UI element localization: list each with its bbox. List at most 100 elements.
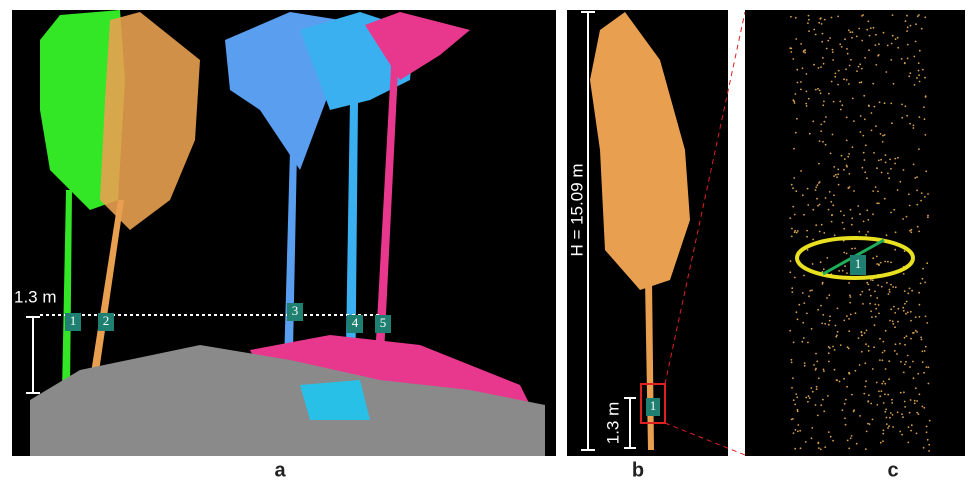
point [818,22,820,24]
point [846,165,848,167]
point [822,314,824,316]
point [831,81,833,83]
point [848,153,850,155]
point [793,148,795,150]
point [889,417,891,419]
point [924,350,926,352]
point [904,401,906,403]
point [919,304,921,306]
point [837,308,839,310]
point [833,194,835,196]
point [887,427,889,429]
point [916,400,918,402]
point [860,294,862,296]
point [900,392,902,394]
point [922,361,924,363]
point [797,409,799,411]
point [903,169,905,171]
point [916,331,918,333]
point [907,293,909,295]
point [903,273,905,275]
point [795,429,797,431]
point [887,261,889,263]
point [792,187,794,189]
point [869,423,871,425]
point [829,316,831,318]
point [897,37,899,39]
point [890,59,892,61]
point [826,257,828,259]
point [790,48,792,50]
breast-height-label: 1.3 m [603,402,622,445]
point [904,303,906,305]
point [807,188,809,190]
point [882,359,884,361]
point [792,206,794,208]
point [924,118,926,120]
point [886,417,888,419]
point [884,350,886,352]
point [833,166,835,168]
point [817,184,819,186]
point [850,59,852,61]
point [828,361,830,363]
point [910,25,912,27]
point [829,320,831,322]
point [909,123,911,125]
point [796,232,798,234]
point [861,334,863,336]
point [808,295,810,297]
point [882,341,884,343]
point [831,214,833,216]
tree-id: 5 [380,315,387,330]
point [897,411,899,413]
point [860,331,862,333]
point [876,382,878,384]
point [840,210,842,212]
point [897,47,899,49]
ground-patch [300,380,370,420]
point [832,440,834,442]
point [822,141,824,143]
point [839,101,841,103]
point [910,430,912,432]
point [876,404,878,406]
point [906,335,908,337]
point [803,337,805,339]
point [888,293,890,295]
point [868,105,870,107]
point [858,66,860,68]
point [910,399,912,401]
point [889,291,891,293]
point [828,93,830,95]
point [866,431,868,433]
point [870,310,872,312]
point [815,224,817,226]
point [817,309,819,311]
point [902,416,904,418]
point [885,368,887,370]
point [789,271,791,273]
point [849,186,851,188]
point [866,330,868,332]
point [885,71,887,73]
point [928,450,930,452]
point [879,395,881,397]
point [804,362,806,364]
point [915,387,917,389]
point [884,198,886,200]
point [898,308,900,310]
panel-b: H = 15.09 m 1.3 m 1 [567,10,728,456]
point [905,105,907,107]
point [822,57,824,59]
point [844,38,846,40]
point [837,84,839,86]
point [817,415,819,417]
point [881,390,883,392]
point [834,234,836,236]
point [868,394,870,396]
point [863,95,865,97]
point [901,413,903,415]
point [832,49,834,51]
point [811,437,813,439]
